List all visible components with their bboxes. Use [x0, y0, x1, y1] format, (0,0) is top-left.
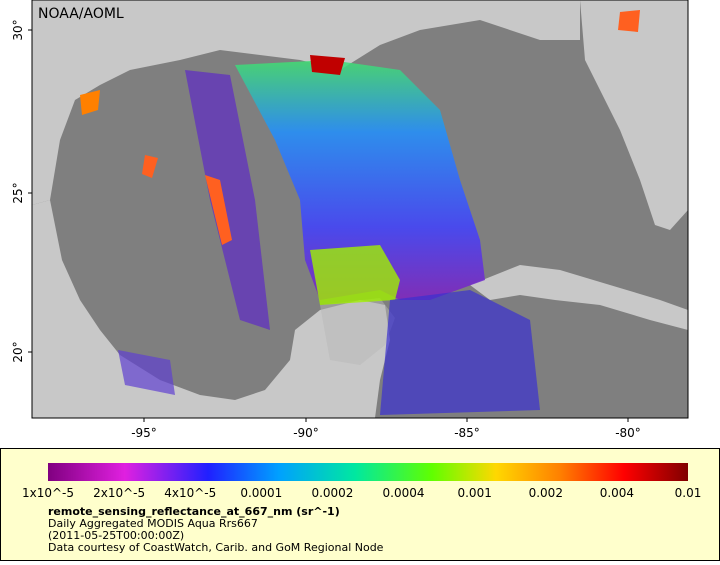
us-coast-land [32, 0, 580, 205]
credit: NOAA/AOML [38, 6, 124, 22]
satellite-swath [235, 60, 485, 300]
colorbar-labels: 1x10^-5 2x10^-5 4x10^-5 0.0001 0.0002 0.0004 0… [22, 486, 701, 500]
satellite-swath [185, 70, 270, 330]
colorbar-label: 1x10^-5 [22, 486, 74, 500]
lat-label: 30° [11, 19, 25, 40]
lon-label: -95° [131, 426, 157, 440]
axes: 30° 25° 20° -95° -90° -85° -80° [11, 19, 641, 440]
colorbar-label: 0.004 [600, 486, 634, 500]
satellite-patch [380, 290, 540, 415]
info-line: (2011-05-25T00:00:00Z) [48, 529, 184, 542]
info-line: Daily Aggregated MODIS Aqua Rrs667 [48, 517, 258, 530]
map-frame [31, 0, 689, 419]
lat-label: 20° [11, 341, 25, 362]
cuba-land [470, 265, 688, 330]
satellite-patch [310, 245, 400, 305]
satellite-patch [118, 350, 175, 395]
florida-land [580, 0, 688, 230]
lat-label: 25° [11, 182, 25, 203]
colorbar-label: 0.002 [529, 486, 563, 500]
yucatan-shade [320, 298, 395, 365]
satellite-patch [142, 155, 158, 178]
colorbar-label: 0.0001 [240, 486, 282, 500]
lon-label: -90° [293, 426, 319, 440]
satellite-patch [310, 55, 345, 75]
satellite-patch [618, 10, 640, 32]
lon-label: -85° [454, 426, 480, 440]
satellite-patch [205, 175, 232, 245]
colorbar [48, 463, 688, 481]
map: NOAA/AOML [31, 0, 689, 419]
colorbar-label: 0.01 [675, 486, 702, 500]
colorbar-label: 0.0002 [311, 486, 353, 500]
colorbar-label: 4x10^-5 [164, 486, 216, 500]
info-line: Data courtesy of CoastWatch, Carib. and … [48, 541, 384, 554]
colorbar-label: 0.001 [457, 486, 491, 500]
variable-name: remote_sensing_reflectance_at_667_nm (sr… [48, 505, 340, 518]
colorbar-label: 0.0004 [383, 486, 425, 500]
satellite-patch [80, 90, 100, 115]
lon-label: -80° [615, 426, 641, 440]
colorbar-label: 2x10^-5 [93, 486, 145, 500]
